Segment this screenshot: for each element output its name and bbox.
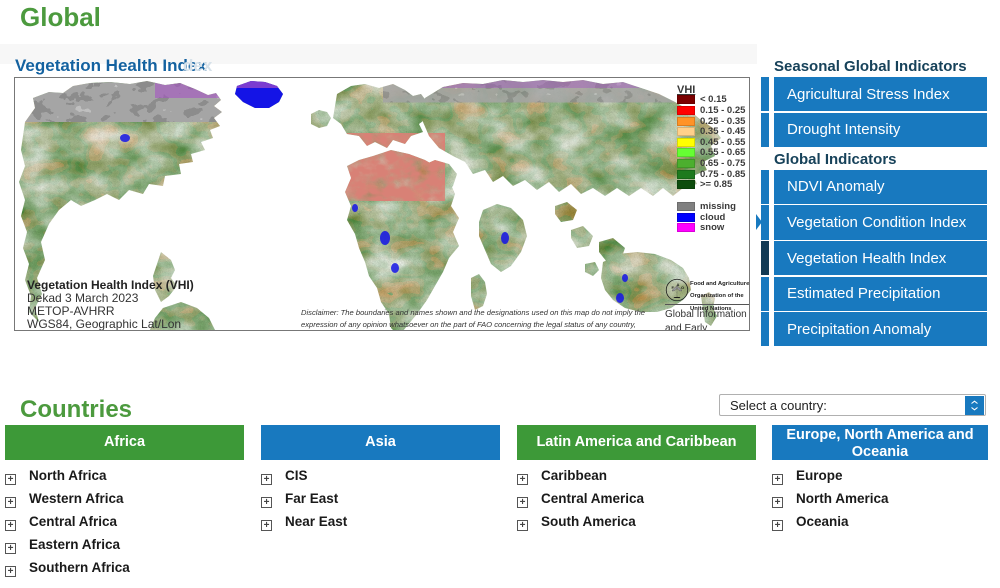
- svg-text:O: O: [681, 285, 684, 290]
